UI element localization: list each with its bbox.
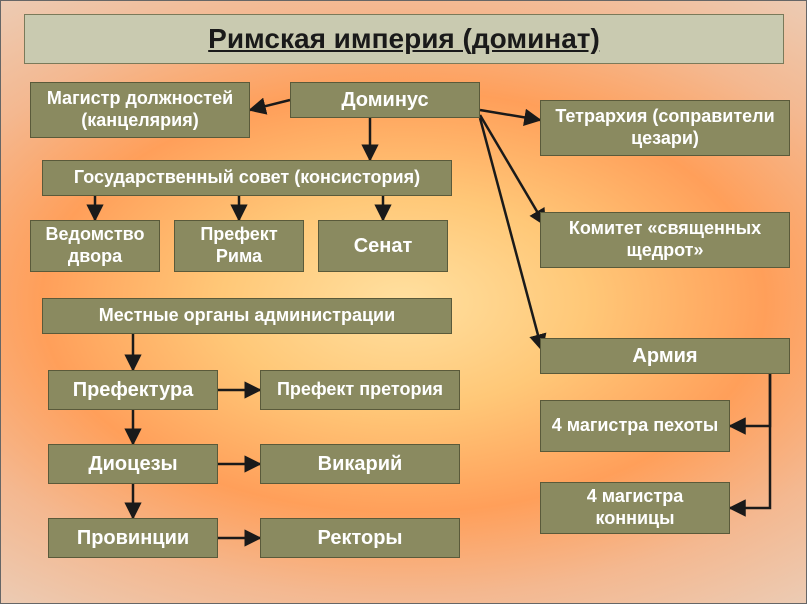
node-armia: Армия [540, 338, 790, 374]
node-vikariy: Викарий [260, 444, 460, 484]
node-provincii: Провинции [48, 518, 218, 558]
node-infantry: 4 магистра пехоты [540, 400, 730, 452]
node-cavalry: 4 магистра конницы [540, 482, 730, 534]
node-tetrarchy: Тетрархия (соправители цезари) [540, 100, 790, 156]
title-text: Римская империя (доминат) [208, 23, 600, 55]
node-magistr: Магистр должностей (канцелярия) [30, 82, 250, 138]
node-vedomstvo: Ведомство двора [30, 220, 160, 272]
node-senat: Сенат [318, 220, 448, 272]
node-prefektura: Префектура [48, 370, 218, 410]
node-mestnye: Местные органы администрации [42, 298, 452, 334]
title-banner: Римская империя (доминат) [24, 14, 784, 64]
node-diocezy: Диоцезы [48, 444, 218, 484]
node-council: Государственный совет (консистория) [42, 160, 452, 196]
node-rektory: Ректоры [260, 518, 460, 558]
node-dominus: Доминус [290, 82, 480, 118]
node-prefekt_r: Префект Рима [174, 220, 304, 272]
node-prefekt_p: Префект претория [260, 370, 460, 410]
node-komitet: Комитет «священных щедрот» [540, 212, 790, 268]
